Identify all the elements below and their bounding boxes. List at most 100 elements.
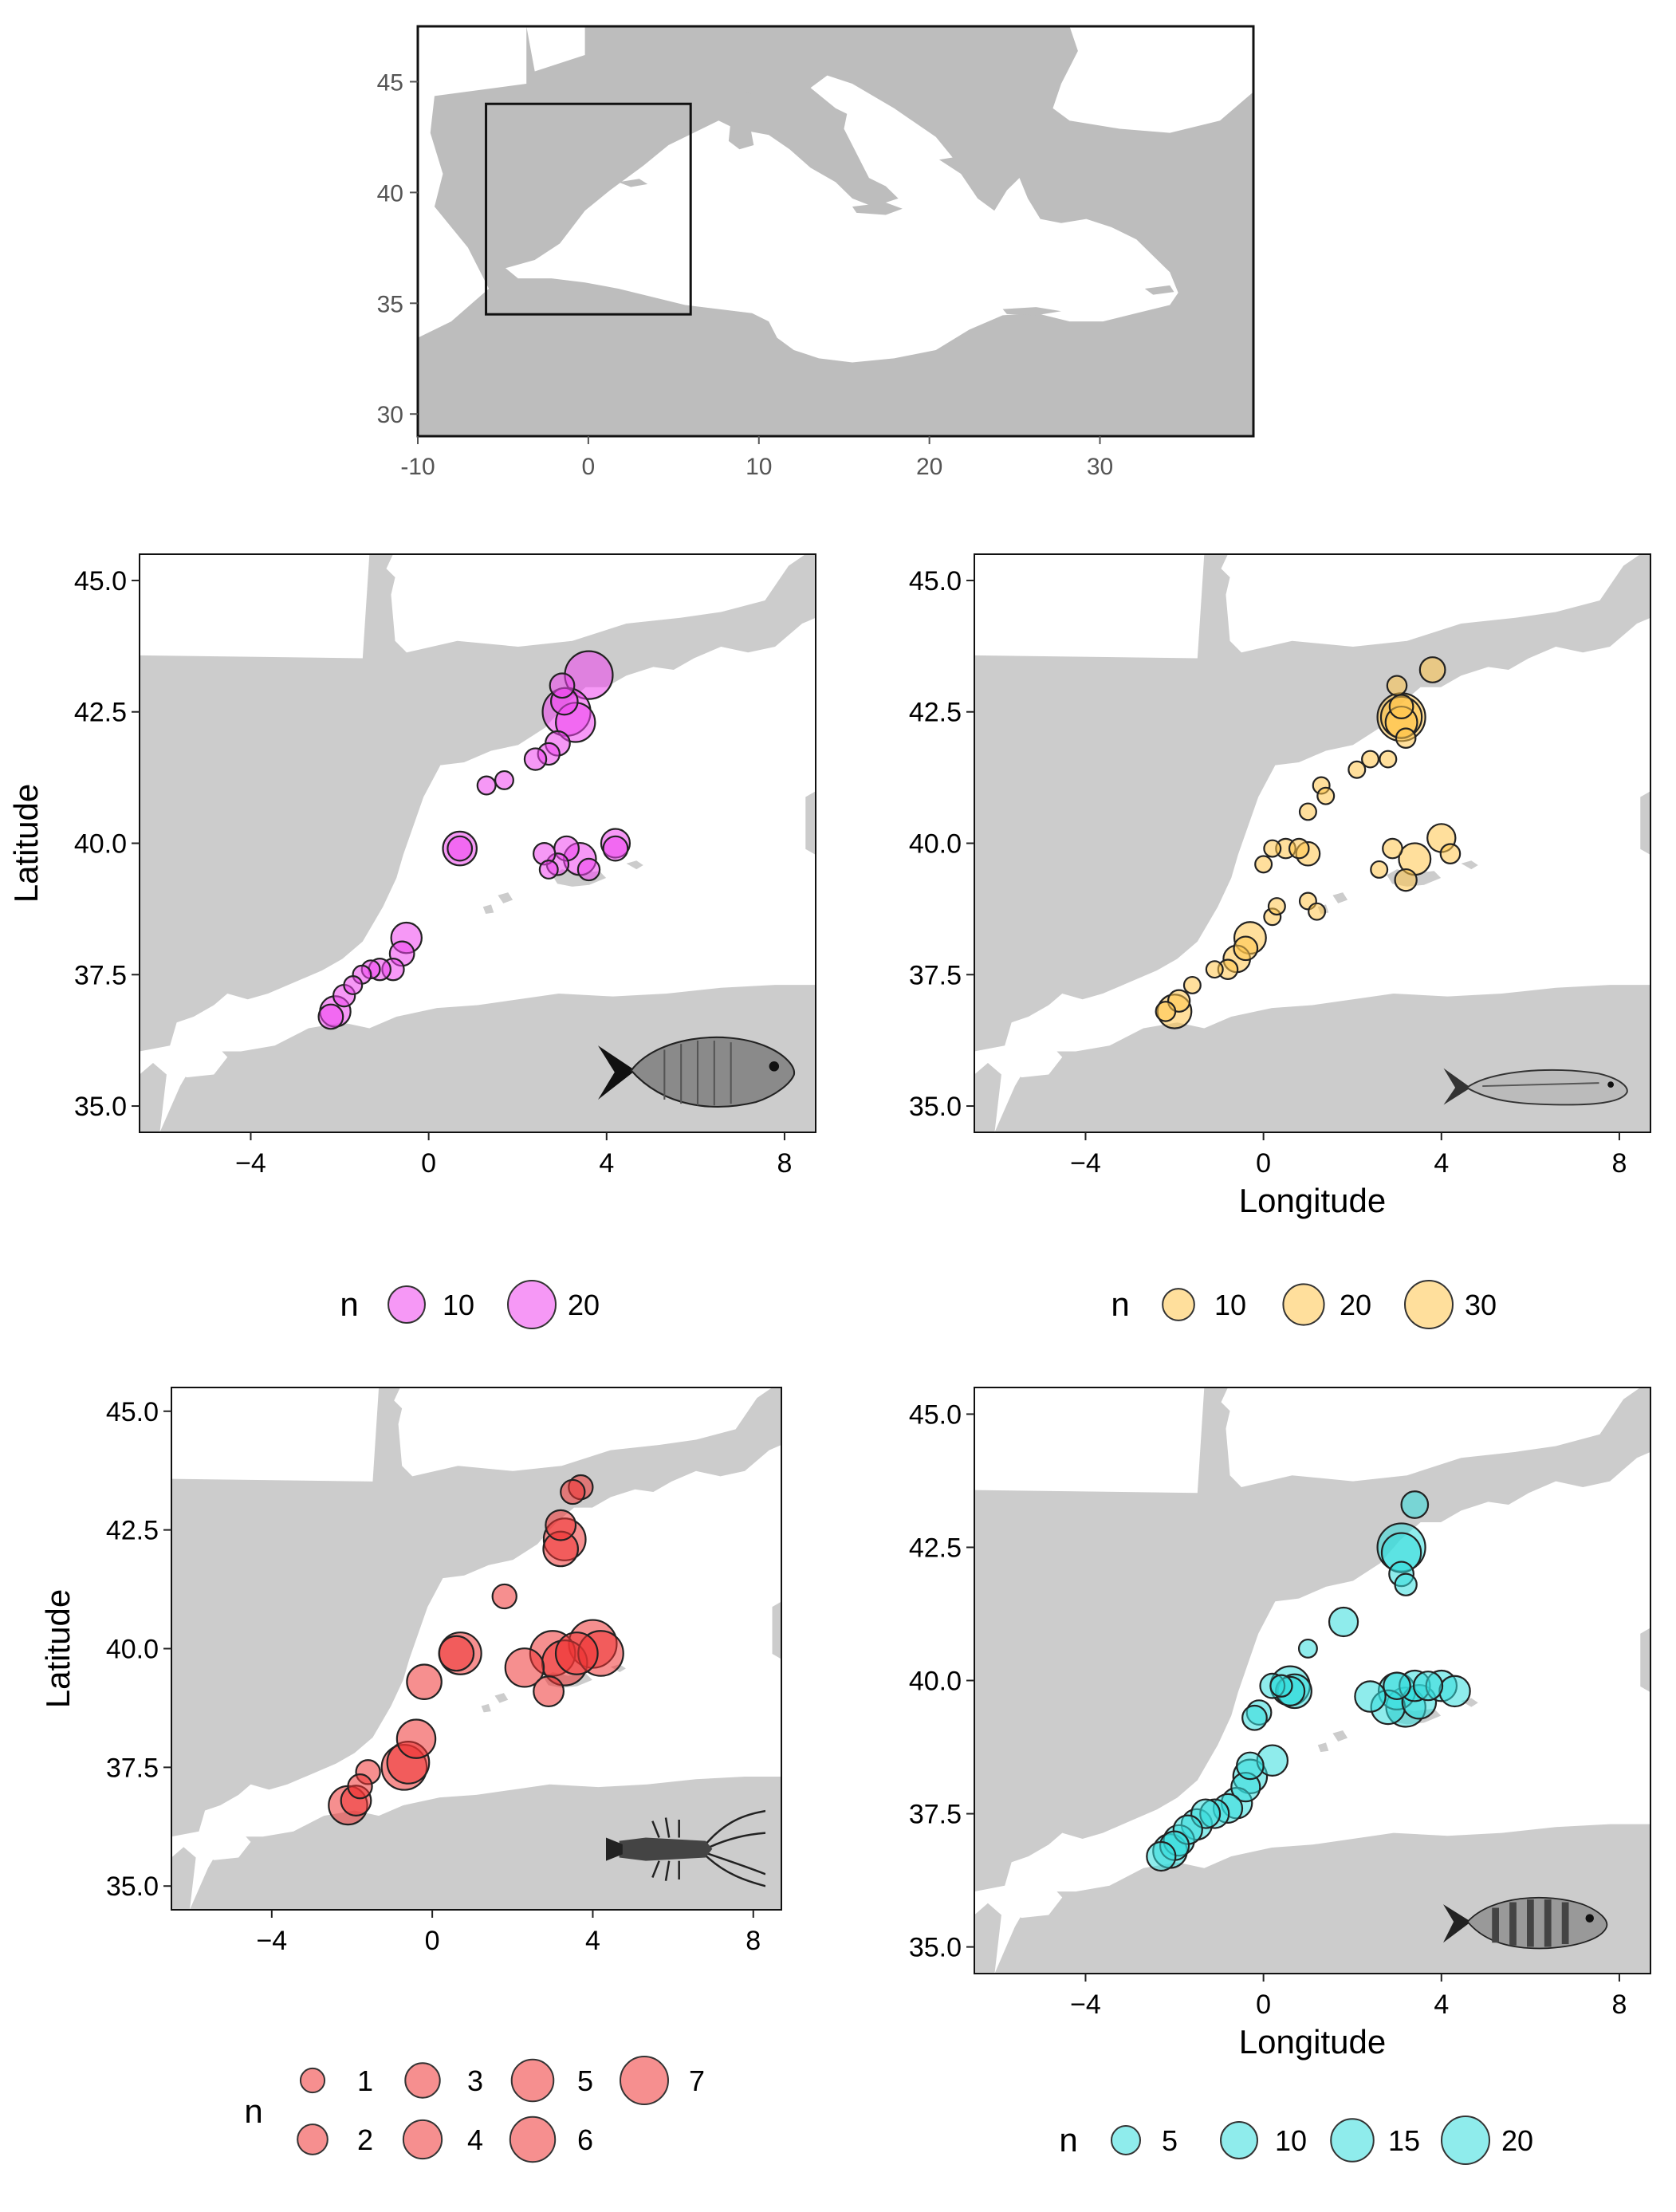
- data-point: [1328, 1606, 1359, 1638]
- data-point: [1297, 1638, 1318, 1659]
- legend-key: [1441, 2116, 1490, 2165]
- data-point: [395, 1718, 437, 1759]
- xtick-label: 8: [777, 1148, 792, 1179]
- legend-key: [1111, 2125, 1141, 2155]
- xtick-label: 0: [1256, 1148, 1271, 1179]
- x-axis-title: Longitude: [1239, 1182, 1387, 1219]
- data-point: [1182, 975, 1202, 994]
- data-point: [1316, 786, 1336, 805]
- legend-key: [1330, 2118, 1375, 2163]
- legend-key: [297, 2123, 329, 2155]
- overview-ytick-label: 30: [377, 402, 403, 428]
- data-point: [554, 1631, 599, 1675]
- overview-ytick-label: 40: [377, 180, 403, 207]
- data-point: [1288, 837, 1310, 860]
- data-point: [1205, 960, 1224, 979]
- data-point: [438, 1635, 475, 1672]
- legend-label: 4: [467, 2123, 483, 2156]
- legend-label: 20: [568, 1289, 600, 1321]
- study-area-box: [485, 102, 692, 316]
- xtick-label: −4: [1070, 1990, 1101, 2020]
- data-point: [343, 974, 364, 995]
- xtick-label: 8: [746, 1926, 761, 1956]
- ytick-label: 37.5: [106, 1753, 159, 1783]
- data-point: [1347, 760, 1367, 779]
- data-point: [1394, 868, 1418, 892]
- xtick-label: 8: [1611, 1990, 1627, 2020]
- ytick-label: 45.0: [909, 1399, 962, 1430]
- ytick-label: 42.5: [106, 1516, 159, 1546]
- legend-palinuridae: n 1 3 5 7 2 4 6: [244, 2056, 705, 2163]
- ytick-label: 35.0: [909, 1933, 962, 1963]
- data-point: [504, 1647, 545, 1688]
- panel-sparidae: −4 0 4 8 35.0 37.5 40.0 42.5 45.0 Latitude: [7, 553, 816, 1179]
- legend-key: [1404, 1280, 1454, 1329]
- data-point: [1394, 1572, 1418, 1596]
- overview-xtick-label: -10: [400, 454, 435, 480]
- data-point: [533, 1675, 565, 1708]
- xtick-label: 4: [599, 1148, 614, 1179]
- overview-xtick-label: 0: [582, 454, 596, 480]
- xtick-label: 4: [585, 1926, 600, 1956]
- data-point: [1155, 1001, 1177, 1022]
- legend-key: [1282, 1283, 1325, 1326]
- ytick-label: 40.0: [909, 829, 962, 860]
- legend-key: [402, 2119, 443, 2160]
- panel-palinuridae: −4 0 4 8 35.0 37.5 40.0 42.5 45.0 Latitude: [39, 1387, 782, 1956]
- data-point: [1241, 1704, 1268, 1731]
- points-layer: [328, 1474, 624, 1826]
- overview-xtick-label: 10: [746, 454, 772, 480]
- ytick-label: 35.0: [74, 1092, 127, 1122]
- data-point: [1370, 860, 1389, 879]
- legend-label: 10: [1214, 1289, 1246, 1321]
- y-axis-title: Latitude: [7, 784, 45, 903]
- data-point: [1269, 1674, 1293, 1698]
- legend-label: 5: [1162, 2124, 1178, 2157]
- overview-frame: [416, 25, 1255, 438]
- data-point: [549, 672, 576, 699]
- overview-ytick-label: 35: [377, 291, 403, 317]
- y-axis-title: Latitude: [39, 1589, 77, 1708]
- xtick-label: 4: [1434, 1990, 1449, 2020]
- xtick-label: 8: [1611, 1148, 1627, 1179]
- legend-mullidae: n 10 20 30: [1111, 1280, 1497, 1329]
- legend-sparidae: n 10 20: [340, 1280, 600, 1329]
- x-axis-title: Longitude: [1239, 2023, 1387, 2060]
- data-point: [1146, 1840, 1177, 1872]
- legend-key: [388, 1285, 426, 1324]
- legend-key: [1162, 1288, 1195, 1321]
- data-point: [523, 747, 548, 771]
- xtick-label: 4: [1434, 1148, 1449, 1179]
- data-point: [602, 835, 629, 862]
- legend-key: [509, 2116, 557, 2163]
- data-point: [1383, 1671, 1411, 1701]
- data-point: [545, 1509, 577, 1541]
- data-point: [1418, 656, 1446, 683]
- data-point: [1354, 1680, 1387, 1713]
- xtick-label: 0: [421, 1148, 436, 1179]
- xtick-label: −4: [235, 1148, 266, 1179]
- legend-label: 6: [577, 2123, 593, 2156]
- data-point: [447, 835, 474, 862]
- data-point: [1236, 1751, 1265, 1781]
- ytick-label: 40.0: [106, 1635, 159, 1665]
- overview-ytick-label: 45: [377, 69, 403, 96]
- data-point: [1382, 837, 1403, 860]
- data-point: [1412, 1671, 1444, 1702]
- data-point: [1298, 802, 1317, 821]
- legend-title: n: [1111, 1285, 1129, 1323]
- ytick-label: 42.5: [909, 1533, 962, 1563]
- legend-key: [404, 2062, 441, 2099]
- xtick-label: 0: [425, 1926, 440, 1956]
- overview-xtick-label: 30: [1087, 454, 1113, 480]
- legend-key: [510, 2058, 555, 2103]
- xtick-label: −4: [1070, 1148, 1101, 1179]
- legend-label: 10: [1275, 2124, 1307, 2157]
- legend-title: n: [244, 2092, 262, 2130]
- data-point: [317, 1003, 344, 1030]
- points-layer: [1146, 1490, 1471, 1872]
- overview-map: -10 0 10 20 30 30 35 40 45: [377, 25, 1255, 480]
- data-point: [560, 1478, 586, 1505]
- xtick-label: −4: [256, 1926, 287, 1956]
